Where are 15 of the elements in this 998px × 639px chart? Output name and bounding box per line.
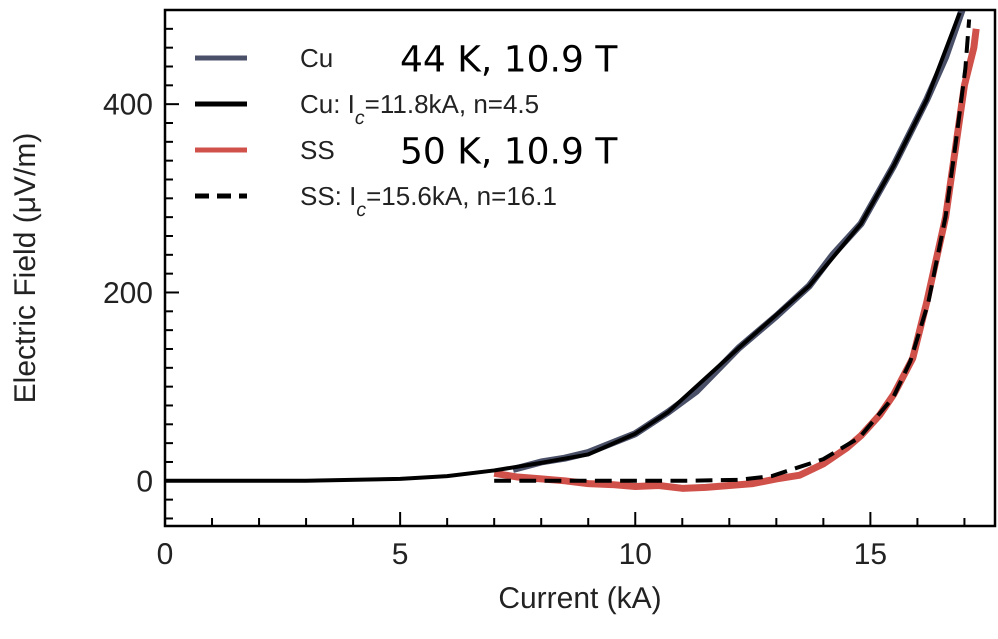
- legend-label: SS: [300, 135, 335, 166]
- annotation: 44 K, 10.9 T: [400, 40, 618, 81]
- legend-label: Cu: [300, 43, 334, 74]
- x-axis-title: Current (kA): [498, 582, 662, 615]
- y-tick-label: 400: [102, 88, 153, 122]
- y-tick-label: 0: [136, 465, 153, 498]
- x-tick-label: 10: [618, 538, 652, 571]
- x-tick-label: 0: [156, 538, 174, 571]
- x-tick-label: 5: [392, 538, 408, 571]
- legend-label: Cu: I$_{c}$=11.8kA, n=4.5: [300, 89, 540, 130]
- annotation: 50 K, 10.9 T: [400, 132, 618, 173]
- legend-label: SS: I$_{c}$=15.6kA, n=16.1: [300, 181, 557, 222]
- x-tick-label: 15: [854, 538, 888, 571]
- y-axis-title: Electric Field (μV/m): [9, 132, 42, 404]
- y-tick-label: 200: [102, 276, 153, 310]
